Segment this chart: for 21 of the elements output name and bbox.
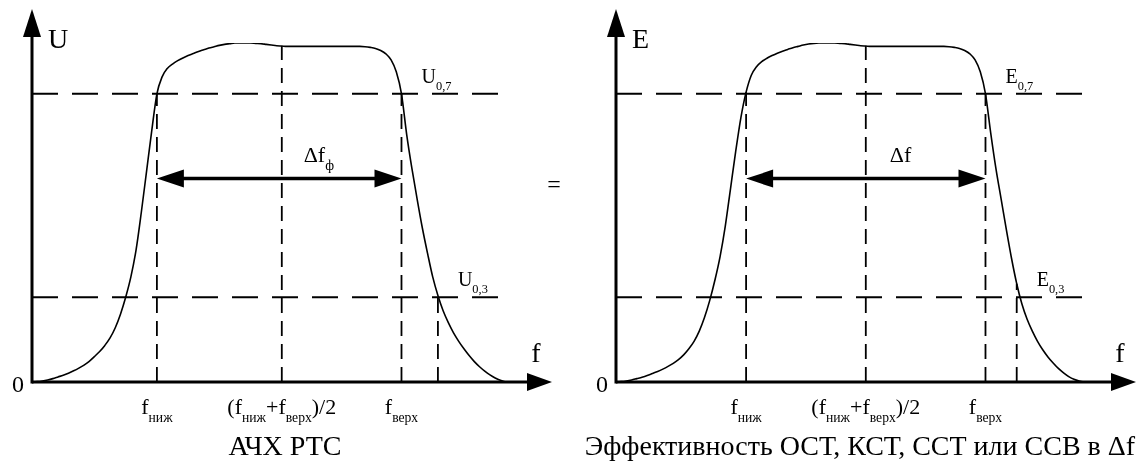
ref-line-label: E$_{0,7}$ — [1005, 64, 1034, 93]
y-axis-title: E — [632, 23, 650, 54]
x-tick-label: (f$_{ниж}$+f$_{верх}$)/2 — [227, 394, 337, 425]
text: Эффективность ОСТ, КСТ, ССТ или ССВ в Δf — [584, 430, 1136, 461]
text: 0 — [596, 371, 608, 397]
x-tick-label: f$_{ниж}$ — [730, 394, 763, 425]
ref-line-label: U$_{0,3}$ — [457, 268, 488, 297]
annotation: Δf$_{ф}$ — [303, 141, 335, 173]
annotation: Δf — [889, 141, 912, 167]
x-tick-label: f$_{верх}$ — [968, 394, 1003, 425]
x-tick-label: f$_{ниж}$ — [141, 394, 174, 425]
x-axis-title: f — [1115, 337, 1126, 368]
x-tick-label: f$_{верх}$ — [384, 394, 419, 425]
x-axis-title: f — [531, 337, 542, 368]
text: = — [547, 171, 561, 197]
ref-line-label: E$_{0,3}$ — [1036, 268, 1065, 297]
text: 0 — [12, 371, 24, 397]
text: АЧХ РТС — [228, 430, 342, 461]
ref-line-label: U$_{0,7}$ — [421, 64, 452, 93]
y-axis-title: U — [48, 23, 69, 54]
x-tick-label: (f$_{ниж}$+f$_{верх}$)/2 — [811, 394, 921, 425]
